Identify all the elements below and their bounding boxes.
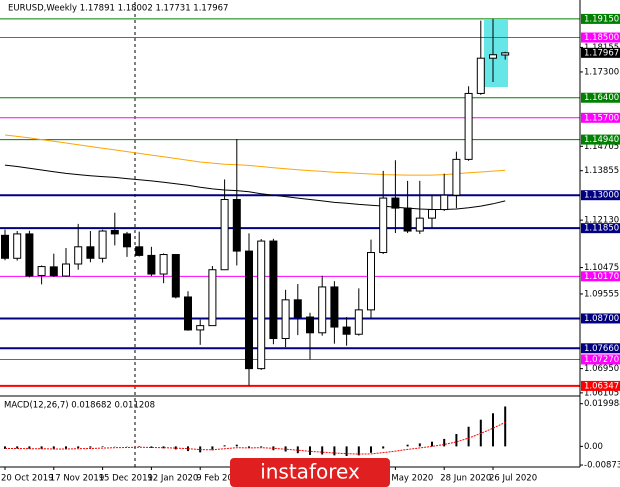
candle-body (489, 54, 497, 59)
level-label-box (581, 343, 620, 354)
level-label: 1.13000 (584, 191, 619, 201)
candle-body (367, 252, 375, 311)
level-label-box (581, 271, 620, 282)
x-tick-label: 20 Oct 2019 (1, 474, 54, 484)
y-tick-label: 1.13855 (584, 166, 619, 176)
macd-signal (5, 421, 506, 455)
candle-body (281, 299, 290, 340)
last-price-box (581, 47, 620, 58)
candle-body (232, 199, 241, 252)
candle-body (403, 207, 412, 232)
level-label-box (581, 134, 620, 145)
macd-tick-label: 0.00 (584, 442, 603, 452)
level-label: 1.11850 (584, 224, 619, 234)
candle-body (1, 234, 9, 259)
level-label: 1.07270 (584, 355, 619, 365)
candle-body (440, 194, 449, 211)
watermark-box (230, 458, 390, 487)
candle-body (13, 233, 22, 259)
candle-body (318, 286, 327, 334)
level-label-box (581, 32, 620, 43)
x-tick-label: May 2020 (391, 474, 433, 484)
candle-body (391, 197, 400, 209)
moving-average (4, 134, 506, 176)
candle-body (269, 240, 278, 340)
candle-body (208, 269, 217, 327)
y-tick-label: 1.17300 (584, 67, 619, 77)
level-label: 1.14940 (584, 135, 619, 145)
x-tick-label: 26 Jul 2020 (489, 474, 537, 484)
candle-body (196, 325, 205, 331)
level-label: 1.10170 (584, 272, 619, 282)
x-tick-label: 28 Jun 2020 (440, 474, 491, 484)
candle-body (37, 266, 46, 276)
y-tick-label: 1.06105 (584, 388, 619, 398)
y-tick-label: 1.10475 (584, 263, 619, 273)
candle-body (415, 217, 424, 232)
level-label-box (581, 354, 620, 365)
candle-body (330, 286, 339, 328)
level-label-box (581, 190, 620, 201)
level-label: 1.19150 (584, 14, 619, 24)
level-label: 1.15700 (584, 113, 619, 123)
level-label-box (581, 92, 620, 103)
level-label: 1.18500 (584, 33, 619, 43)
macd-tick-label: -0.008733 (584, 461, 620, 471)
candle-body (49, 266, 58, 277)
y-tick-label: 1.09555 (584, 289, 619, 299)
x-tick-label: 15 Dec 2019 (99, 474, 153, 484)
candle-body (342, 326, 351, 335)
candle-body (98, 230, 107, 259)
x-tick-label: 9 Feb 2020 (196, 474, 244, 484)
candle-body (476, 57, 485, 94)
macd-label: MACD(12,26,7) 0.018682 0.011208 (4, 401, 155, 411)
candle-body (25, 233, 34, 277)
candle-body (257, 240, 266, 370)
candle-body (354, 309, 363, 335)
x-tick-label: 12 Jan 2020 (147, 474, 198, 484)
candle-body (245, 250, 253, 370)
candle-body (184, 296, 192, 331)
y-tick-label: 1.14705 (584, 142, 619, 152)
x-tick-label: 17 Nov 2019 (50, 474, 104, 484)
candle-body (123, 233, 131, 248)
candle-body (86, 246, 95, 259)
candle-body (501, 52, 510, 56)
watermark: instaforex (260, 460, 360, 484)
macd-tick-label: 0.019988 (584, 399, 620, 409)
level-label-box (581, 313, 620, 324)
last-price-label: 1.17967 (584, 48, 619, 58)
level-label: 1.16400 (584, 93, 619, 103)
candle-body (74, 246, 83, 265)
candle-body (464, 92, 473, 160)
candle-body (293, 299, 302, 318)
level-label-box (581, 380, 620, 391)
candle-body (220, 199, 229, 271)
level-label-box (581, 223, 620, 234)
candle-body (306, 316, 314, 334)
level-label: 1.08700 (584, 314, 619, 324)
candle-body (110, 229, 119, 235)
candle-body (379, 197, 388, 254)
chart-title: EURUSD,Weekly 1.17891 1.18002 1.17731 1.… (8, 4, 228, 14)
candle-body (428, 209, 436, 219)
candle-body (62, 263, 70, 277)
level-label-box (581, 112, 620, 123)
candle-body (452, 158, 461, 196)
moving-average (4, 164, 506, 210)
candle-body (171, 254, 180, 298)
y-tick-label: 1.06950 (584, 364, 619, 374)
plot-area (0, 18, 580, 387)
level-label-box (581, 13, 620, 24)
y-tick-label: 1.12130 (584, 216, 619, 226)
candle-body (147, 254, 156, 275)
candle-body (159, 254, 168, 275)
level-label: 1.07660 (584, 344, 619, 354)
candle-body (135, 246, 144, 256)
level-label: 1.06347 (584, 381, 619, 391)
